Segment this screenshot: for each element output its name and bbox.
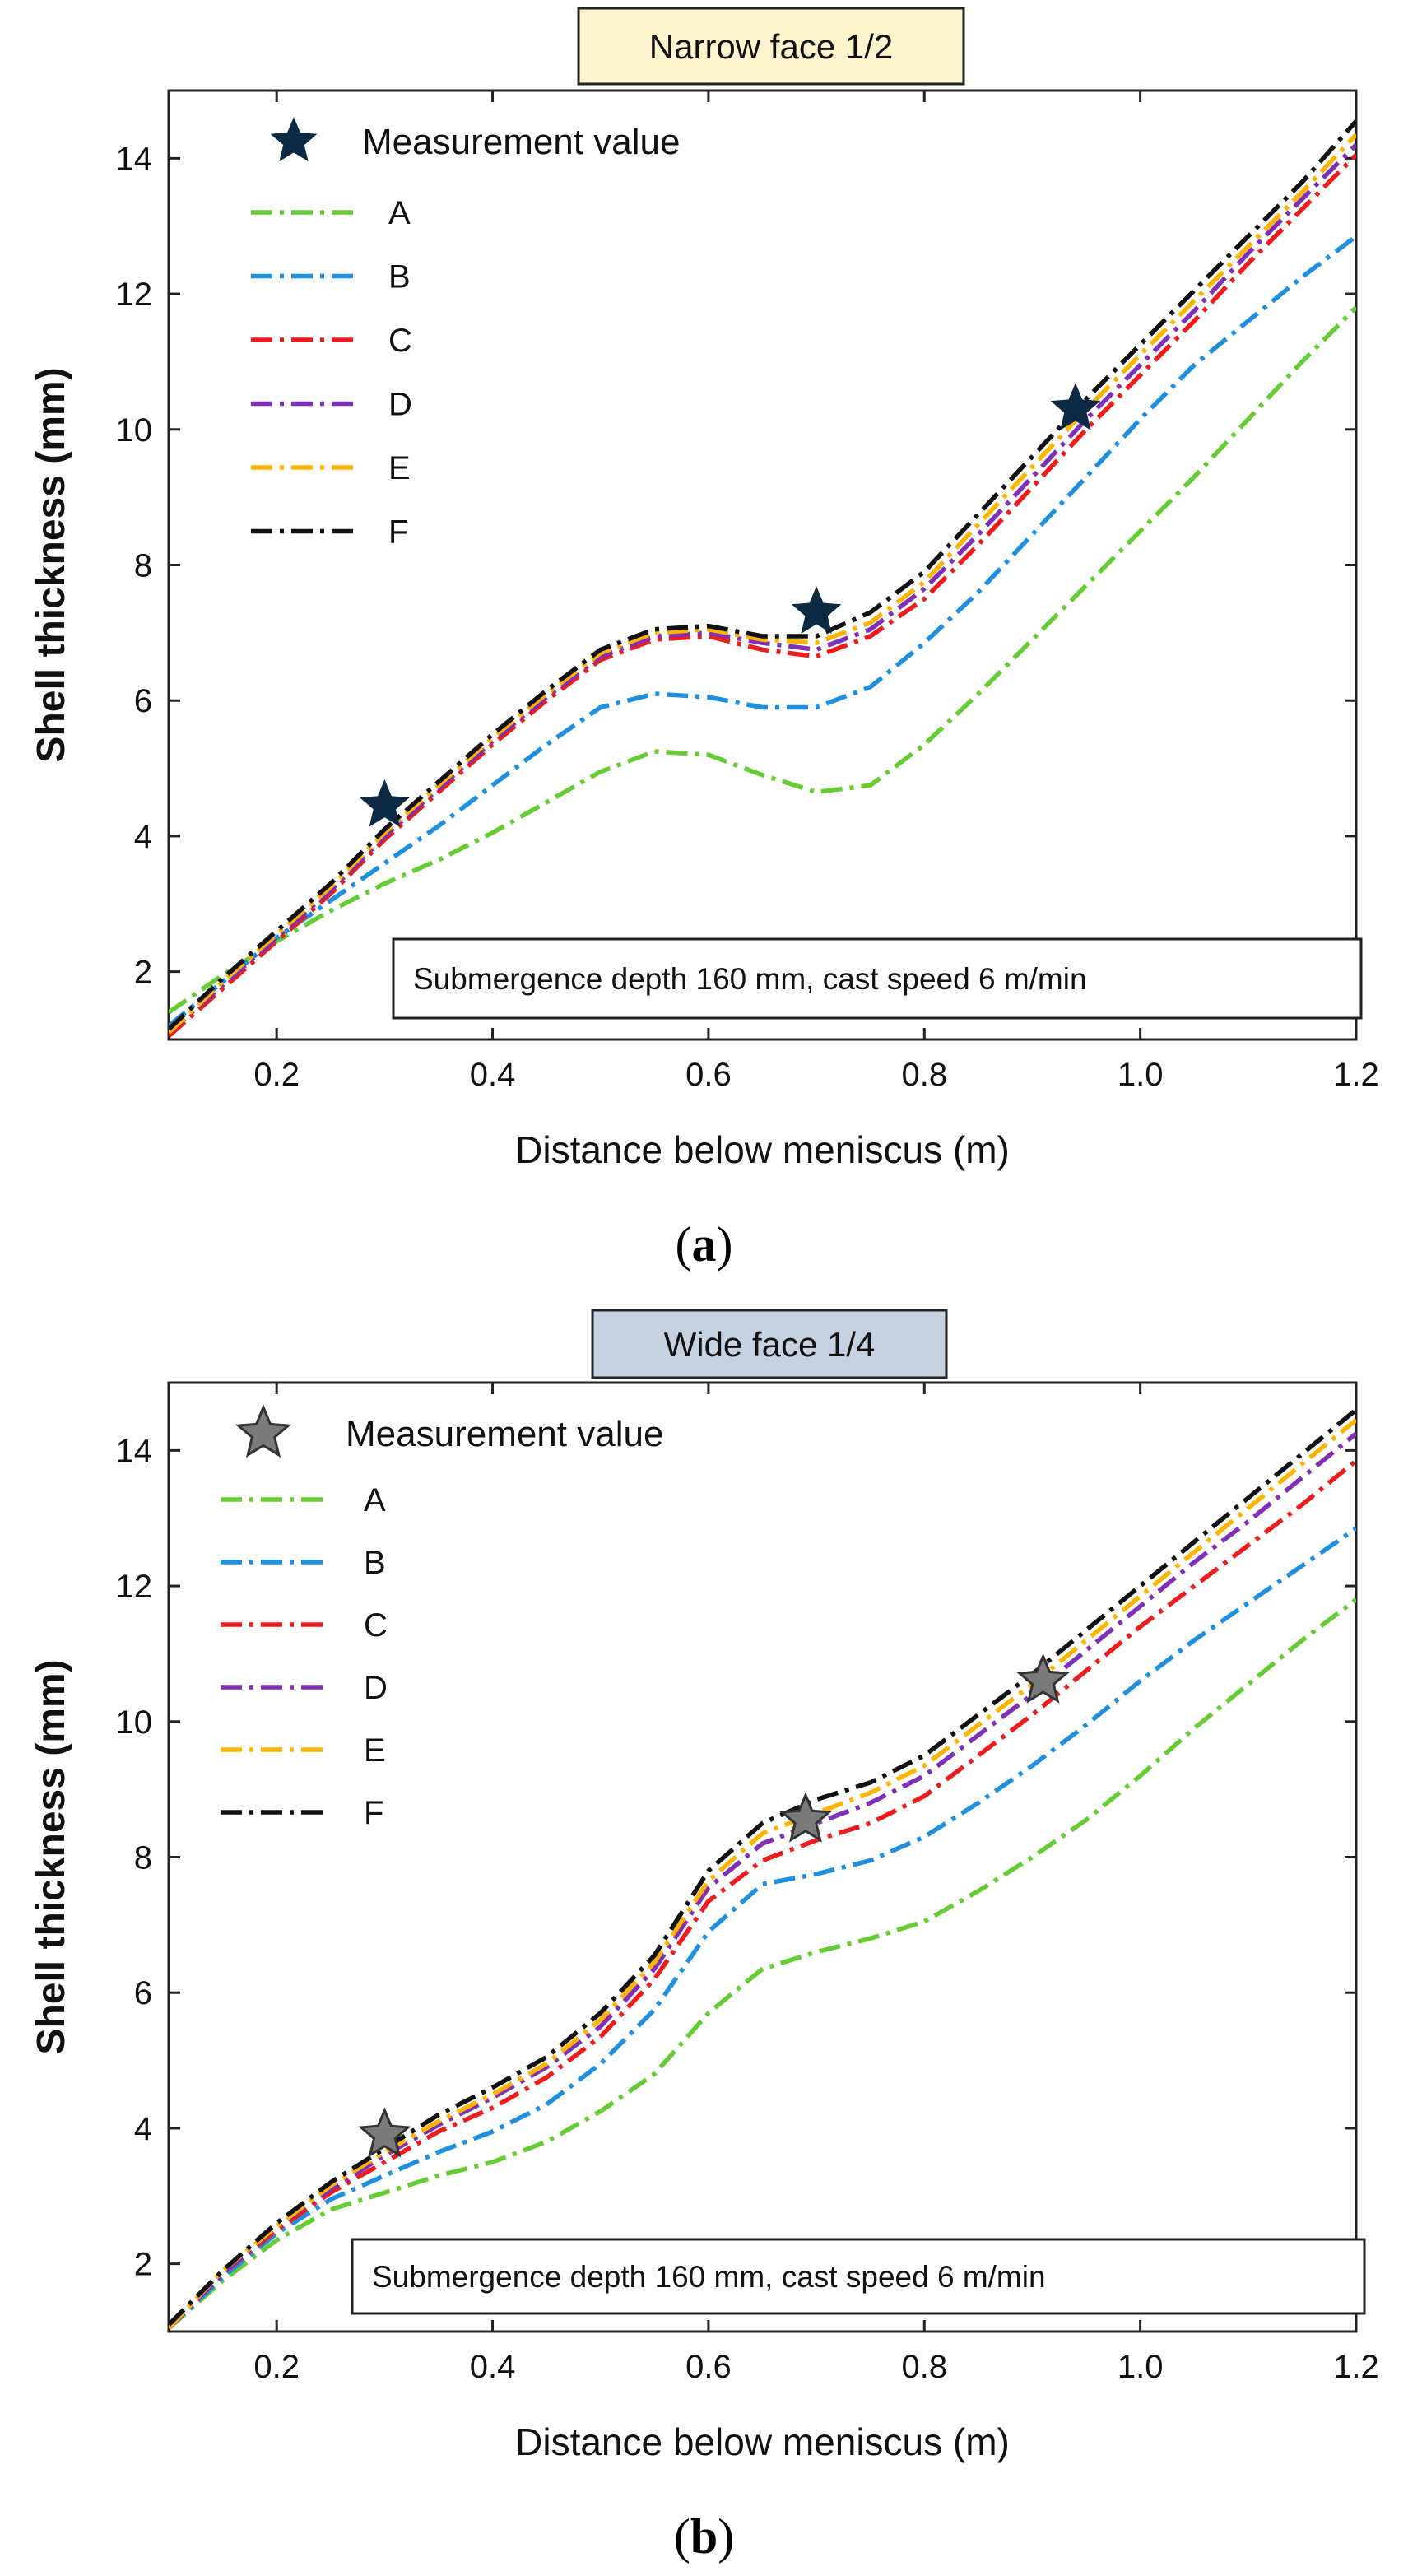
series-line-f xyxy=(169,1407,1356,2327)
series-line-a xyxy=(169,305,1356,1015)
x-tick-label: 1.2 xyxy=(1333,1057,1379,1093)
legend-star-icon xyxy=(270,117,318,162)
y-tick-label: 8 xyxy=(134,1840,152,1876)
x-tick-label: 0.8 xyxy=(901,2349,947,2385)
legend-label-f: F xyxy=(364,1795,383,1831)
annotation-box: Submergence depth 160 mm, cast speed 6 m… xyxy=(392,937,1363,1020)
chart-title: Narrow face 1/2 xyxy=(649,27,893,66)
measurement-star xyxy=(1050,383,1101,430)
series-line-c xyxy=(169,153,1356,1038)
y-tick-label: 2 xyxy=(134,2247,152,2283)
y-tick-label: 4 xyxy=(134,2111,152,2147)
series-line-f xyxy=(169,119,1356,1031)
caption-a-close: ) xyxy=(716,1217,733,1272)
annotation-frame xyxy=(392,937,1363,1020)
y-tick-label: 14 xyxy=(116,141,153,177)
x-tick-label: 0.8 xyxy=(901,1057,947,1093)
series-line-d xyxy=(169,1431,1356,2330)
x-tick-label: 0.6 xyxy=(685,2349,732,2385)
measurement-star xyxy=(1016,1653,1070,1704)
legend-star-icon xyxy=(235,1404,292,1458)
legend-label-a: A xyxy=(388,195,411,231)
legend-label-measurement: Measurement value xyxy=(346,1414,663,1454)
chart-narrow-face: Narrow face 1/2 0.2 0.4 0.6 0.8 1.0 1.2 2 4 6 8 10 1… xyxy=(30,7,1379,1171)
x-tick-label: 1.0 xyxy=(1118,1057,1164,1093)
x-tick-label: 0.2 xyxy=(253,2349,300,2385)
x-axis-label: Distance below meniscus (m) xyxy=(515,2420,1010,2463)
y-tick-label: 4 xyxy=(134,819,152,855)
measurement-star xyxy=(791,586,842,634)
y-tick-label: 6 xyxy=(134,683,152,719)
legend-label-e: E xyxy=(388,450,411,486)
legend-label-a: A xyxy=(364,1482,386,1518)
y-tick-label: 14 xyxy=(116,1433,153,1469)
x-tick-label: 0.4 xyxy=(470,1057,516,1093)
annotation-frame xyxy=(351,2238,1366,2315)
y-tick-label: 2 xyxy=(134,955,152,991)
y-axis-label: Shell thickness (mm) xyxy=(30,1659,73,2054)
measurement-star xyxy=(359,779,410,827)
series-line-b xyxy=(169,234,1356,1028)
series-line-d xyxy=(169,142,1356,1035)
y-tick-label: 8 xyxy=(134,548,152,584)
caption-b-close: ) xyxy=(718,2509,735,2564)
measurement-star xyxy=(778,1792,833,1843)
series-group xyxy=(169,119,1356,1038)
legend-label-d: D xyxy=(388,387,412,423)
series-line-a xyxy=(169,1597,1356,2330)
legend-label-measurement: Measurement value xyxy=(362,122,680,162)
y-tick-label: 12 xyxy=(116,277,153,313)
x-tick-label: 1.0 xyxy=(1118,2349,1164,2385)
series-line-b xyxy=(169,1526,1356,2330)
legend-label-d: D xyxy=(364,1670,388,1706)
title-background xyxy=(591,1309,948,1379)
legend-label-e: E xyxy=(364,1732,386,1769)
chart-title-box: Wide face 1/4 xyxy=(591,1309,948,1379)
plot-frame xyxy=(167,1381,1358,2333)
x-tick-label: 0.4 xyxy=(470,2349,516,2385)
y-tick-label: 12 xyxy=(116,1569,153,1605)
series-group xyxy=(169,1407,1356,2330)
legend-label-b: B xyxy=(388,259,411,295)
y-axis-label: Shell thickness (mm) xyxy=(30,367,73,762)
x-tick-label: 0.2 xyxy=(253,1057,300,1093)
caption-b-letter: b xyxy=(690,2509,718,2564)
x-tick-label: 0.6 xyxy=(685,1057,732,1093)
annotation-text: Submergence depth 160 mm, cast speed 6 m… xyxy=(413,962,1087,996)
caption-a-open: ( xyxy=(675,1217,692,1272)
x-tick-label: 1.2 xyxy=(1333,2349,1379,2385)
annotation-box: Submergence depth 160 mm, cast speed 6 m… xyxy=(351,2238,1366,2315)
title-background xyxy=(577,7,965,86)
legend-label-c: C xyxy=(364,1607,388,1644)
series-line-e xyxy=(169,1418,1356,2330)
annotation-text: Submergence depth 160 mm, cast speed 6 m… xyxy=(372,2260,1046,2294)
chart-title-box: Narrow face 1/2 xyxy=(577,7,965,86)
x-axis-label: Distance below meniscus (m) xyxy=(515,1128,1010,1171)
plot-frame xyxy=(167,89,1358,1041)
series-line-e xyxy=(169,133,1356,1035)
caption-b-open: ( xyxy=(673,2509,690,2564)
caption-b: (b) xyxy=(0,2509,1408,2565)
legend-label-b: B xyxy=(364,1545,386,1581)
caption-a-letter: a xyxy=(691,1217,717,1272)
legend-label-f: F xyxy=(388,514,408,551)
chart-wide-face: Wide face 1/4 0.2 0.4 0.6 0.8 1.0 1.2 2 4 6 8 10 12 1… xyxy=(30,1309,1379,2463)
chart-title: Wide face 1/4 xyxy=(664,1325,876,1364)
y-tick-label: 10 xyxy=(116,412,153,449)
series-line-c xyxy=(169,1458,1356,2330)
caption-a: (a) xyxy=(0,1216,1408,1273)
y-tick-label: 6 xyxy=(134,1975,152,2011)
measurement-star xyxy=(358,2107,411,2158)
y-tick-label: 10 xyxy=(116,1704,153,1741)
legend-label-c: C xyxy=(388,323,412,359)
